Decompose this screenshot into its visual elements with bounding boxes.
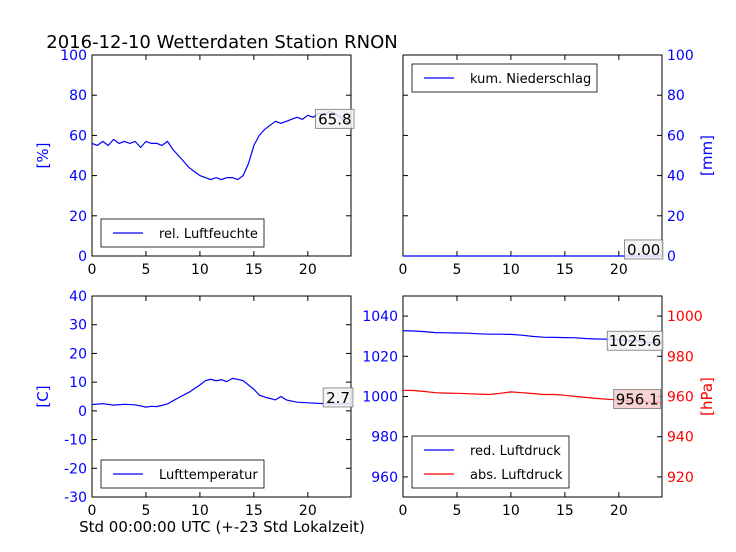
series-line-0 bbox=[91, 377, 352, 408]
annotation-box-0 bbox=[322, 387, 354, 408]
x-tick-label: 0 bbox=[399, 262, 408, 278]
x-tick-label: 15 bbox=[245, 262, 263, 278]
y-tick-label: 960 bbox=[371, 470, 398, 486]
series-line-0 bbox=[91, 110, 352, 181]
y-axis-label: [%] bbox=[34, 143, 52, 169]
panel-bottom-left: 0 5 10 15 20 -30 -20 -10 0 10 20 30 40 [C] 2.7 Lufttemp… bbox=[34, 289, 354, 519]
x-tick-label: 10 bbox=[502, 503, 520, 519]
y-axis-label: [C] bbox=[34, 385, 52, 407]
y-tick-label: 980 bbox=[371, 430, 398, 446]
y-tick-label: 1000 bbox=[362, 390, 398, 406]
y-tick-label: 100 bbox=[60, 48, 87, 64]
y-tick-label: 0 bbox=[78, 404, 87, 420]
x-tick-label: 5 bbox=[452, 503, 461, 519]
annotation-value-0: 0.00 bbox=[627, 241, 660, 259]
legend-box bbox=[411, 435, 570, 489]
x-tick-label: 0 bbox=[88, 262, 97, 278]
y-tick-label: 20 bbox=[69, 209, 87, 225]
x-tick-label: 0 bbox=[88, 503, 97, 519]
legend-entry-0: Lufttemperatur bbox=[159, 468, 258, 483]
x-tick-label: 15 bbox=[245, 503, 263, 519]
y-axis-label: [mm] bbox=[698, 135, 716, 176]
y2-tick-label: 940 bbox=[667, 430, 694, 446]
panel-top-left: 0 5 10 15 20 0 20 40 60 80 100 [%] 65.8 rel. Luftfeuc… bbox=[34, 48, 355, 278]
y-tick-label: 20 bbox=[667, 209, 685, 225]
annotation-box-1 bbox=[613, 389, 662, 409]
y-tick-label: -20 bbox=[64, 461, 87, 477]
x-tick-label: 5 bbox=[141, 503, 150, 519]
y-tick-label: 80 bbox=[667, 88, 685, 104]
y-tick-label: 40 bbox=[69, 169, 87, 185]
x-axis-label: Std 00:00:00 UTC (+-23 Std Lokalzeit) bbox=[79, 518, 365, 536]
legend-entry-0: kum. Niederschlag bbox=[470, 72, 591, 87]
panel-top-right: 0 5 10 15 20 0 20 40 60 80 100 [mm] 0.00 kum. Nieders… bbox=[399, 48, 716, 278]
x-tick-label: 10 bbox=[502, 262, 520, 278]
y-tick-label: 20 bbox=[69, 346, 87, 362]
annotation-value-1: 956.1 bbox=[616, 391, 659, 409]
y2-tick-label: 960 bbox=[667, 390, 694, 406]
annotation-box-0 bbox=[624, 239, 664, 260]
x-tick-label: 5 bbox=[141, 262, 150, 278]
legend-entry-0: rel. Luftfeuchte bbox=[159, 227, 258, 242]
panel-bottom-right: 0 5 10 15 20 960 980 1000 1020 1040 920 940 960 980 10… bbox=[362, 295, 716, 519]
annotation-value-0: 65.8 bbox=[318, 110, 351, 128]
y-tick-label: 1040 bbox=[362, 309, 398, 325]
x-tick-label: 20 bbox=[610, 262, 628, 278]
annotation-box-0 bbox=[606, 330, 664, 351]
y-tick-label: 40 bbox=[69, 289, 87, 305]
x-tick-label: 20 bbox=[299, 262, 317, 278]
x-tick-label: 20 bbox=[610, 503, 628, 519]
x-tick-label: 20 bbox=[299, 503, 317, 519]
x-tick-label: 0 bbox=[399, 503, 408, 519]
annotation-value-0: 2.7 bbox=[326, 389, 350, 407]
y-tick-label: 80 bbox=[69, 88, 87, 104]
y-tick-label: 10 bbox=[69, 375, 87, 391]
annotation-value-0: 1025.6 bbox=[609, 332, 662, 350]
x-tick-label: 10 bbox=[191, 503, 209, 519]
y2-tick-label: 1000 bbox=[667, 309, 703, 325]
y-tick-label: 40 bbox=[667, 169, 685, 185]
y-tick-label: 30 bbox=[69, 318, 87, 334]
x-tick-label: 10 bbox=[191, 262, 209, 278]
x-tick-label: 15 bbox=[556, 503, 574, 519]
y-tick-label: 1020 bbox=[362, 349, 398, 365]
y-tick-label: 0 bbox=[78, 249, 87, 265]
y2-tick-label: 980 bbox=[667, 349, 694, 365]
x-tick-label: 15 bbox=[556, 262, 574, 278]
y-tick-label: 60 bbox=[667, 128, 685, 144]
figure-title: 2016-12-10 Wetterdaten Station RNON bbox=[46, 32, 397, 53]
y-tick-label: 60 bbox=[69, 128, 87, 144]
y2-tick-label: 920 bbox=[667, 470, 694, 486]
legend-entry-0: red. Luftdruck bbox=[470, 444, 561, 459]
y-tick-label: -30 bbox=[64, 490, 87, 506]
x-tick-label: 5 bbox=[452, 262, 461, 278]
legend-entry-1: abs. Luftdruck bbox=[470, 468, 563, 483]
y-tick-label: -10 bbox=[64, 433, 87, 449]
y-tick-label: 100 bbox=[667, 48, 694, 64]
annotation-box-0 bbox=[315, 108, 355, 129]
y-axis-label: [hPa] bbox=[698, 377, 716, 416]
y-tick-label: 0 bbox=[667, 249, 676, 265]
